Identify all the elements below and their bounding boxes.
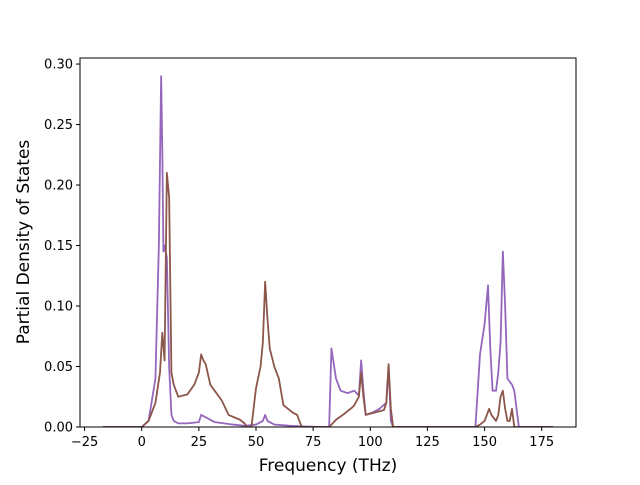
series-line-1	[102, 75, 554, 427]
x-tick-label: 125	[415, 435, 440, 450]
y-tick-label: 0.05	[44, 360, 73, 375]
x-tick-label: 25	[191, 435, 208, 450]
x-tick-label: 175	[529, 435, 554, 450]
y-tick-label: 0.10	[44, 300, 73, 315]
y-tick-label: 0.25	[44, 118, 73, 133]
y-tick-label: 0.30	[44, 58, 73, 73]
plot-frame	[79, 57, 577, 428]
y-tick-label: 0.20	[44, 179, 73, 194]
y-axis: 0.00 0.05 0.10 0.15 0.20 0.25 0.30	[44, 58, 80, 436]
y-tick-label: 0.00	[44, 421, 73, 436]
x-tick-label: 0	[138, 435, 146, 450]
x-tick-label: 50	[248, 435, 265, 450]
series-line-2	[102, 172, 554, 427]
x-axis: −25 0 25 50 75 100 125 150 175	[71, 427, 554, 450]
y-tick-label: 0.15	[44, 239, 73, 254]
y-axis-label: Partial Density of States	[14, 140, 34, 345]
x-tick-label: 75	[305, 435, 322, 450]
series-layer	[102, 75, 554, 427]
x-axis-label: Frequency (THz)	[259, 456, 398, 476]
x-tick-label: 100	[358, 435, 383, 450]
x-tick-label: 150	[472, 435, 497, 450]
x-tick-label: −25	[71, 435, 98, 450]
